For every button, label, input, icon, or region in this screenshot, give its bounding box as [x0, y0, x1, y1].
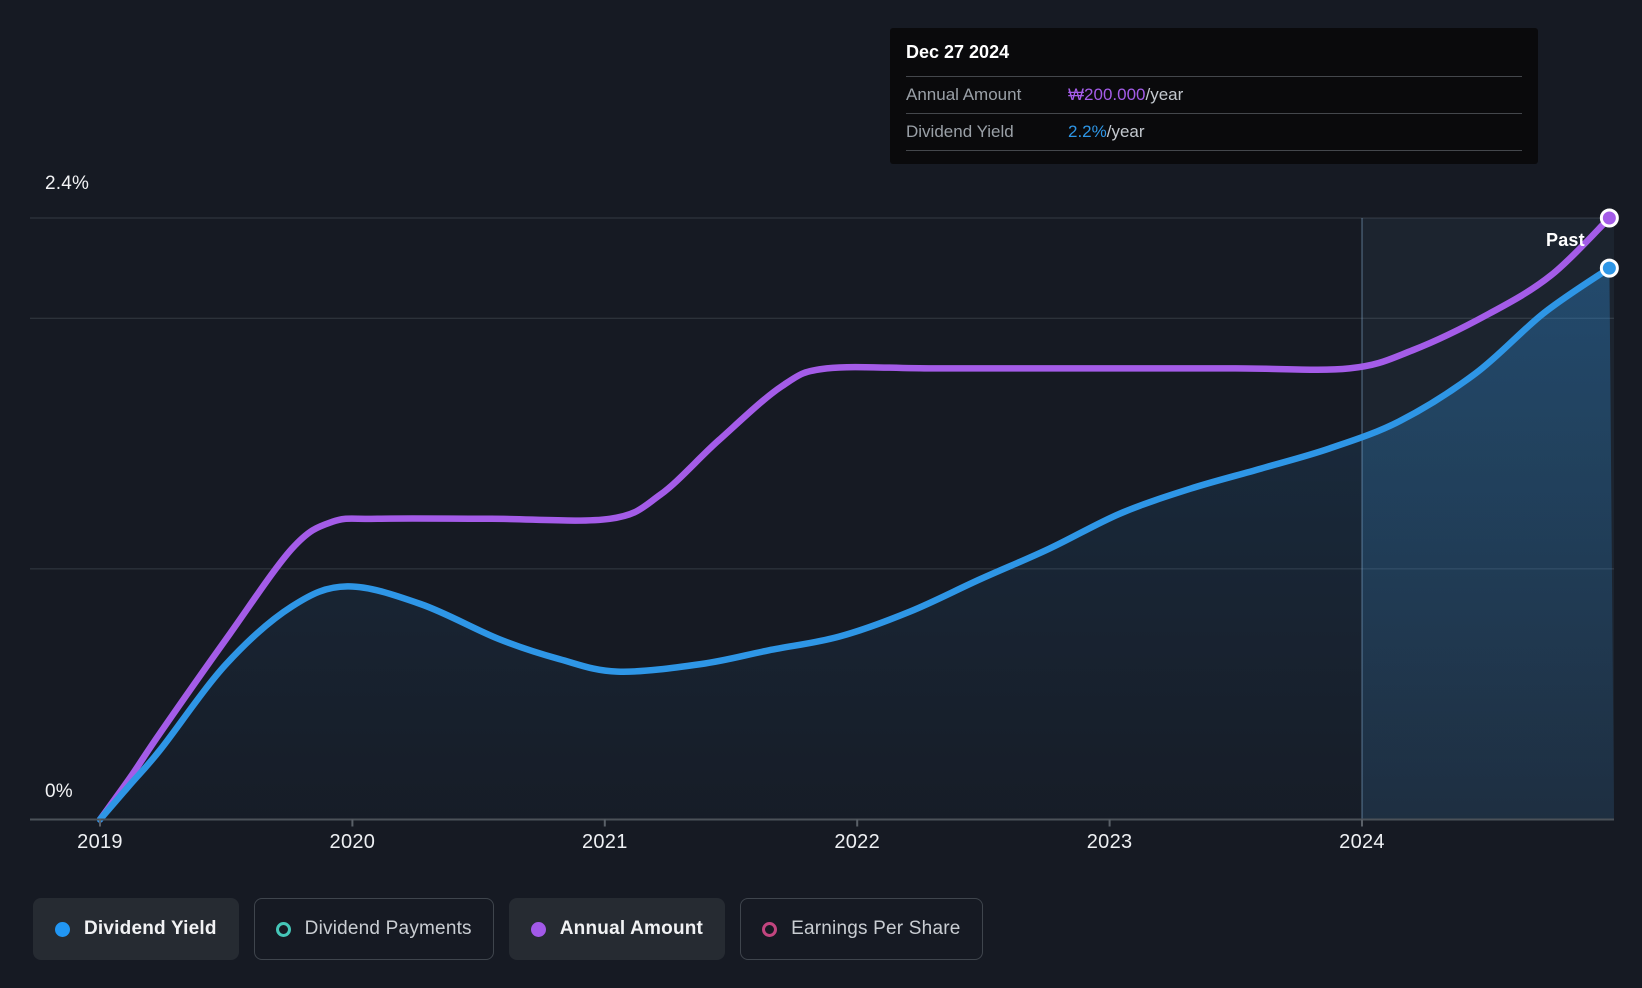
annual-amount-line[interactable] [96, 214, 1613, 823]
legend-toggle-dividend-yield[interactable]: Dividend Yield [33, 898, 239, 960]
chart-legend: Dividend Yield Dividend Payments Annual … [33, 898, 983, 960]
tooltip-value-suffix: /year [1145, 85, 1184, 104]
tooltip-row-dividend-yield: Dividend Yield 2.2% /year [906, 114, 1522, 151]
y-axis-label-zero: 0% [45, 781, 73, 802]
legend-toggle-earnings-per-share[interactable]: Earnings Per Share [740, 898, 983, 960]
tooltip-row-annual-amount: Annual Amount ₩200.000 /year [906, 77, 1522, 114]
dividend-payments-ring-icon [275, 921, 291, 937]
tooltip-value-suffix: /year [1106, 122, 1145, 141]
legend-label: Earnings Per Share [791, 918, 961, 939]
dividend-yield-endpoint-marker[interactable] [1599, 258, 1619, 278]
legend-toggle-annual-amount[interactable]: Annual Amount [508, 898, 726, 960]
legend-label: Dividend Payments [304, 918, 472, 939]
dividend-yield-area [100, 268, 1614, 820]
earnings-per-share-ring-icon [762, 921, 778, 937]
dividend-yield-area-recent [1362, 268, 1614, 820]
dividend-yield-dot-icon [55, 921, 70, 937]
chart-tooltip: Dec 27 2024 Annual Amount ₩200.000 /year… [890, 28, 1538, 164]
tooltip-value: 2.2% [1068, 122, 1107, 141]
legend-label: Dividend Yield [84, 918, 217, 939]
legend-label: Annual Amount [559, 918, 704, 939]
y-axis-label-max: 2.4% [45, 173, 90, 194]
tooltip-label: Annual Amount [906, 85, 1022, 104]
annual-amount-endpoint-marker[interactable] [1599, 208, 1619, 228]
tooltip-date: Dec 27 2024 [906, 28, 1522, 77]
annual-amount-dot-icon [530, 921, 546, 937]
tooltip-label: Dividend Yield [906, 122, 1014, 141]
past-region-label: Past [1546, 230, 1585, 250]
legend-toggle-dividend-payments[interactable]: Dividend Payments [253, 898, 494, 960]
tooltip-value: ₩200.000 [1068, 85, 1146, 104]
dividend-yield-line[interactable] [96, 264, 1613, 823]
